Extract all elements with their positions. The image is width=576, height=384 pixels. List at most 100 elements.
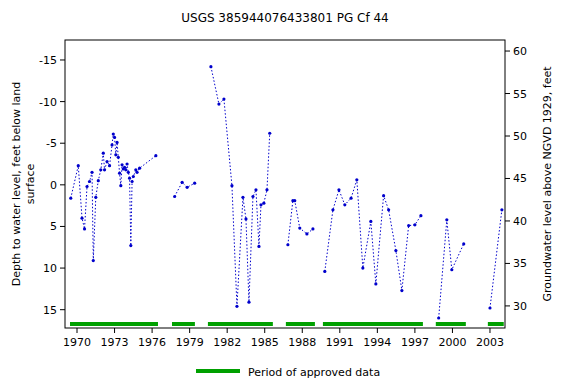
series-point [69,197,72,200]
series-point [235,305,238,308]
x-tick-label: 1979 [176,336,204,349]
series-point [230,184,233,187]
series-point [369,220,372,223]
series-point [135,171,138,174]
series-point [254,188,257,191]
approved-period [488,322,504,326]
series-point [413,223,416,226]
y-tick-label: -10 [39,96,57,109]
series-point [259,203,262,206]
series-point [80,217,83,220]
series-point [445,218,448,221]
series-point [85,185,88,188]
x-tick-label: 1988 [288,336,316,349]
series-point [113,136,116,139]
series-point [311,227,314,230]
y2-tick-label: 35 [513,257,527,270]
y2-tick [505,305,510,306]
series-point [488,306,491,309]
x-tick-label: 1994 [363,336,391,349]
y-tick-label: 0 [50,179,57,192]
series-point [382,194,385,197]
series-point [112,132,115,135]
y2-tick-label: 40 [513,215,527,228]
series-point [119,184,122,187]
series-point [500,208,503,211]
series-point [298,227,301,230]
y-tick [60,226,65,227]
chart: USGS 385944076433801 PG Cf 44 -15 -10 -5 0 5 1… [0,0,576,384]
series-point [257,245,260,248]
series-point [138,167,141,170]
series-point [419,214,422,217]
series-point [349,197,352,200]
x-tick-label: 1997 [401,336,429,349]
series-point [209,65,212,68]
y-tick [60,59,65,60]
approved-period [208,322,273,326]
series-point [355,178,358,181]
series-point [374,282,377,285]
x-tick [152,328,153,333]
series-point [193,182,196,185]
series-point [124,168,127,171]
series-point [99,168,102,171]
series-point [331,208,334,211]
series-point [222,97,225,100]
y-tick [60,184,65,185]
approved-period [286,322,315,326]
y2-tick-label: 50 [513,130,527,143]
y-tick-label: -5 [46,137,57,150]
legend-swatch [196,369,240,373]
x-tick [114,328,115,333]
x-tick [414,328,415,333]
series-point [173,195,176,198]
series-point [450,268,453,271]
series-point [88,180,91,183]
series-point [265,188,268,191]
y2-tick-label: 55 [513,88,527,101]
series-point [286,243,289,246]
legend-label: Period of approved data [248,366,380,379]
x-tick-label: 2003 [476,336,504,349]
series-point [129,244,132,247]
x-tick [264,328,265,333]
series-point [305,232,308,235]
series-point [437,316,440,319]
series-point [125,162,128,165]
series-point [323,270,326,273]
series-point [105,160,108,163]
series-point [83,227,86,230]
series-point [90,171,93,174]
y2-tick [505,136,510,137]
series-point [120,163,123,166]
y-tick-label: -15 [39,54,57,67]
series-point [92,259,95,262]
plot-frame [65,40,505,328]
series-point [97,179,100,182]
y2-tick-label: 30 [513,300,527,313]
y2-axis-label: Groundwater level above NGVD 1929, feet [541,66,554,302]
y-tick [60,101,65,102]
x-tick-label: 1985 [251,336,279,349]
y2-tick [505,263,510,264]
y-axis-label-line: Depth to water level, feet below land [10,82,23,287]
x-tick [489,328,490,333]
series-point [400,289,403,292]
x-tick-label: 1991 [326,336,354,349]
series-point [387,208,390,211]
title: USGS 385944076433801 PG Cf 44 [181,11,389,25]
series-point [77,164,80,167]
series-point [181,181,184,184]
series-point [103,168,106,171]
series-point [128,177,131,180]
y2-tick-label: 60 [513,45,527,58]
x-tick-label: 1970 [63,336,91,349]
y-tick-label: 5 [50,220,57,233]
series-point [268,132,271,135]
x-tick [189,328,190,333]
y-tick [60,268,65,269]
series-point [251,195,254,198]
x-tick-label: 1982 [213,336,241,349]
series-point [217,102,220,105]
